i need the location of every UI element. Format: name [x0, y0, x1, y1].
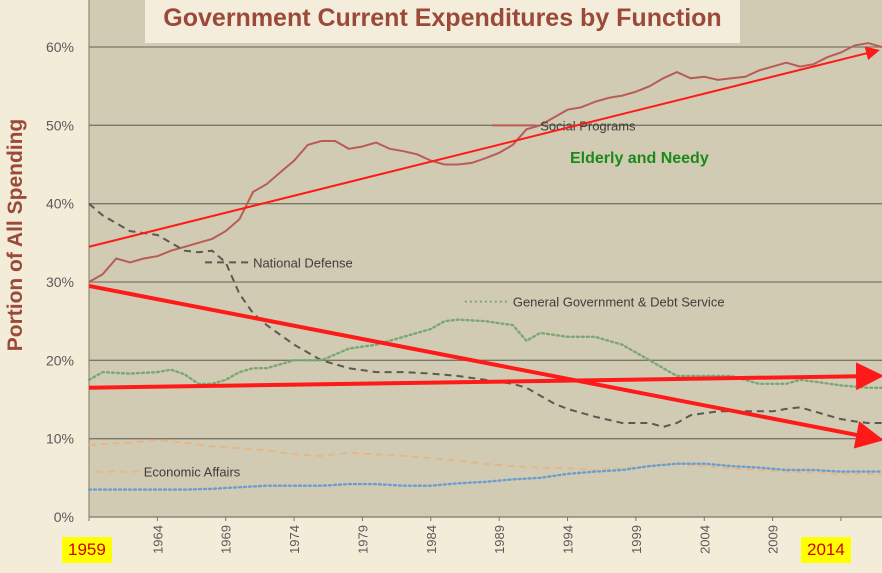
trend-arrow-0: [88, 46, 880, 248]
highlight-start-year: 1959: [62, 537, 112, 563]
x-tick-label: 1984: [424, 525, 439, 554]
trend-arrows: [88, 46, 882, 449]
inline-legend: Social Programs National Defense General G…: [95, 118, 725, 480]
series-line-1: [88, 202, 882, 428]
plot-area: [89, 0, 882, 517]
series-line-0: [88, 42, 882, 283]
series-layer: [87, 42, 882, 491]
y-tick-label: 30%: [46, 274, 74, 290]
highlight-end-year: 2014: [801, 537, 851, 563]
legend-label-1: National Defense: [253, 255, 353, 270]
y-tick-label: 0%: [54, 509, 74, 525]
x-tick-label: 1969: [219, 525, 234, 554]
annotation-elderly-needy: Elderly and Needy: [570, 150, 709, 167]
x-axis-ticks: 1964 1969 1974 1979 1984 1989 1994 1999 2004 2009: [88, 517, 842, 554]
series-line-2: [87, 318, 882, 389]
legend-label-3: Economic Affairs: [144, 465, 241, 480]
y-tick-label: 50%: [46, 117, 74, 133]
y-tick-label: 10%: [46, 431, 74, 447]
y-tick-label: 40%: [46, 196, 74, 212]
trend-arrow-2: [88, 362, 882, 391]
x-tick-label: 1994: [561, 525, 576, 554]
title-backdrop: [145, 0, 740, 43]
x-tick-label: 2009: [766, 525, 781, 554]
x-tick-label: 1999: [629, 525, 644, 554]
x-tick-label: 1974: [287, 525, 302, 554]
x-tick-label: 1964: [150, 525, 165, 554]
chart-title: Government Current Expenditures by Funct…: [163, 4, 722, 32]
trend-arrow-1: [88, 283, 882, 449]
y-axis-label: Portion of All Spending: [4, 118, 27, 352]
legend-label-0: Social Programs: [540, 118, 636, 133]
legend-label-2: General Government & Debt Service: [513, 295, 725, 310]
x-tick-label: 1989: [492, 525, 507, 554]
y-axis-ticks: 0% 10% 20% 30% 40% 50% 60%: [46, 39, 74, 525]
y-tick-label: 20%: [46, 352, 74, 368]
series-line-3: [88, 439, 882, 475]
x-tick-label: 2004: [697, 525, 712, 554]
grid-lines: [88, 0, 882, 518]
y-tick-label: 60%: [46, 39, 74, 55]
x-tick-label: 1979: [355, 525, 370, 554]
series-line-4: [87, 462, 882, 491]
